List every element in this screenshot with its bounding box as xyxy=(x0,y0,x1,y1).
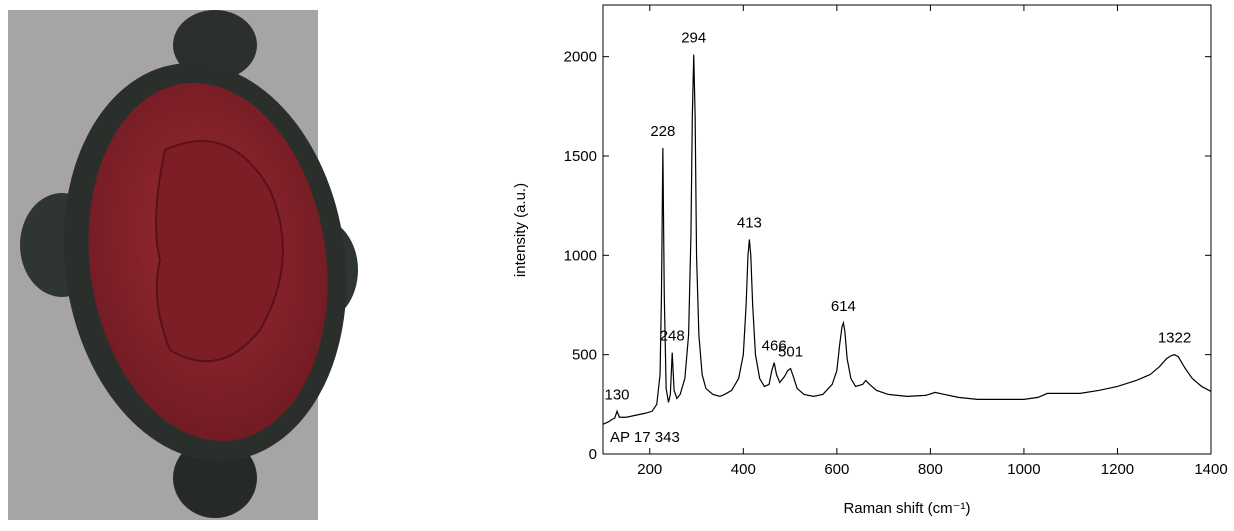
peak-label: 413 xyxy=(737,214,762,231)
x-tick-label: 800 xyxy=(918,461,943,478)
x-tick-label: 1000 xyxy=(1007,461,1040,478)
peak-label: 248 xyxy=(660,328,685,345)
x-tick-label: 1200 xyxy=(1101,461,1134,478)
peak-label: 501 xyxy=(778,344,803,361)
sample-label: AP 17 343 xyxy=(610,429,680,446)
photo xyxy=(8,10,358,520)
x-tick-label: 600 xyxy=(824,461,849,478)
spectrum-line xyxy=(602,54,1212,425)
y-axis-label: intensity (a.u.) xyxy=(512,183,529,277)
chart: intensity (a.u.) Raman shift (cm⁻¹) AP 1… xyxy=(512,183,971,517)
y-tick-label: 0 xyxy=(589,446,597,463)
peak-label: 294 xyxy=(681,30,706,47)
x-tick-label: 400 xyxy=(731,461,756,478)
peak-label: 1322 xyxy=(1158,330,1191,347)
y-tick-label: 2000 xyxy=(564,49,597,66)
x-tick-label: 1400 xyxy=(1194,461,1227,478)
peak-label: 228 xyxy=(650,123,675,140)
peak-label: 466 xyxy=(762,338,787,355)
plot-frame xyxy=(602,4,1212,455)
peak-label: 130 xyxy=(605,386,630,403)
y-tick-label: 500 xyxy=(572,347,597,364)
x-axis-label: Raman shift (cm⁻¹) xyxy=(843,500,970,517)
y-tick-label: 1500 xyxy=(564,148,597,165)
x-tick-label: 200 xyxy=(637,461,662,478)
y-tick-label: 1000 xyxy=(564,247,597,264)
peak-label: 614 xyxy=(831,298,856,315)
